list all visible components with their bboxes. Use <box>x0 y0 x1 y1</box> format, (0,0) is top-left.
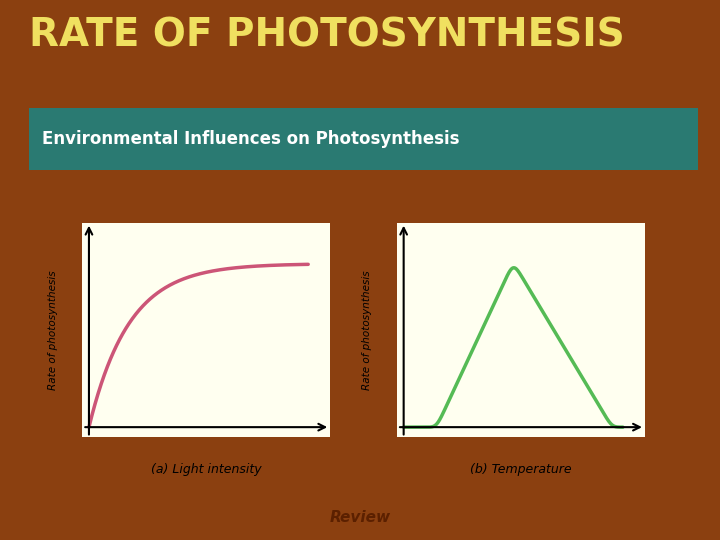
Text: (a) Light intensity: (a) Light intensity <box>151 463 261 476</box>
Text: Rate of photosynthesis: Rate of photosynthesis <box>48 271 58 390</box>
FancyBboxPatch shape <box>29 108 698 171</box>
Text: (b) Temperature: (b) Temperature <box>470 463 572 476</box>
Text: Rate of photosynthesis: Rate of photosynthesis <box>362 271 372 390</box>
Text: Environmental Influences on Photosynthesis: Environmental Influences on Photosynthes… <box>42 130 459 148</box>
Text: RATE OF PHOTOSYNTHESIS: RATE OF PHOTOSYNTHESIS <box>29 16 624 54</box>
Text: Review: Review <box>330 510 390 524</box>
